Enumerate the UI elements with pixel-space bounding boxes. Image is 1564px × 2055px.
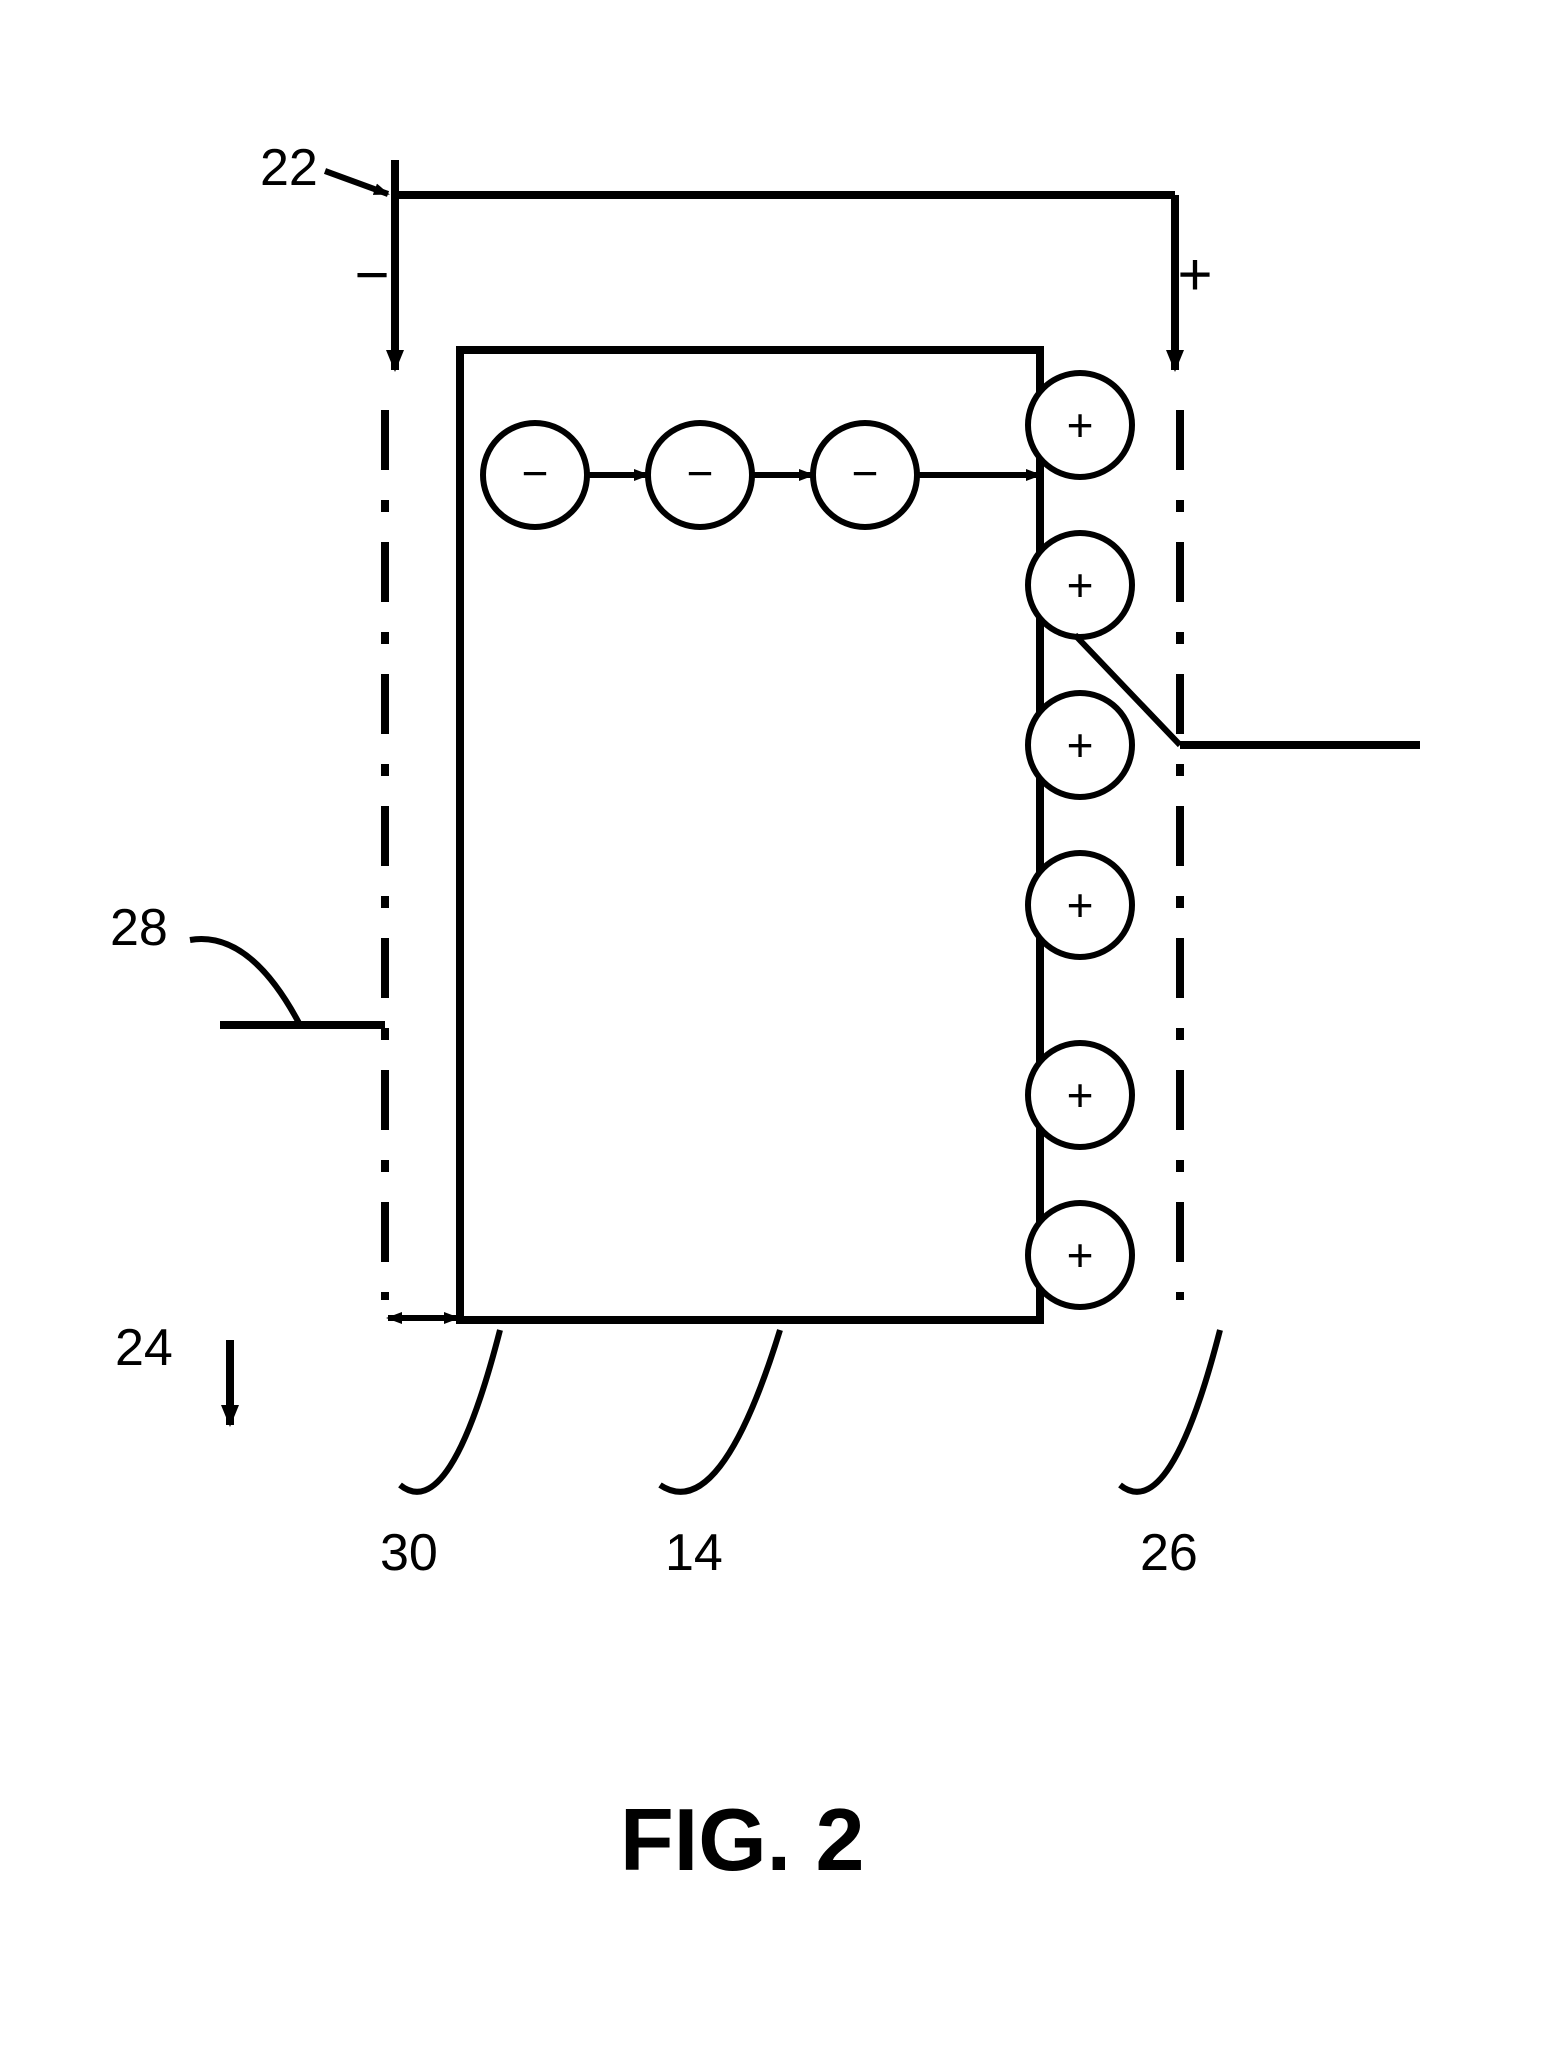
minus-ion-label: −	[852, 447, 879, 499]
ref-24: 24	[115, 1319, 173, 1377]
plus-ion-label: +	[1067, 719, 1094, 771]
ref-26-swoop	[1120, 1330, 1220, 1492]
minus-ion-label: −	[687, 447, 714, 499]
ref-28: 28	[110, 899, 168, 957]
figure-label: FIG. 2	[620, 1790, 865, 1889]
minus-ion-label: −	[522, 447, 549, 499]
ref-30: 30	[380, 1524, 438, 1582]
plus-ion-label: +	[1067, 559, 1094, 611]
ref-30-swoop	[400, 1330, 500, 1492]
plus-ion-label: +	[1067, 879, 1094, 931]
plus-sign: +	[1177, 241, 1212, 308]
ref-22: 22	[260, 139, 318, 197]
ref-28-swoop	[190, 939, 300, 1025]
plus-ion-label: +	[1067, 1229, 1094, 1281]
ref-14: 14	[665, 1524, 723, 1582]
ref-26: 26	[1140, 1524, 1198, 1582]
minus-sign: −	[354, 241, 389, 308]
plus-ion-label: +	[1067, 399, 1094, 451]
ref-22-arrow	[325, 171, 388, 194]
ref-14-swoop	[660, 1330, 780, 1492]
plus-ion-label: +	[1067, 1069, 1094, 1121]
